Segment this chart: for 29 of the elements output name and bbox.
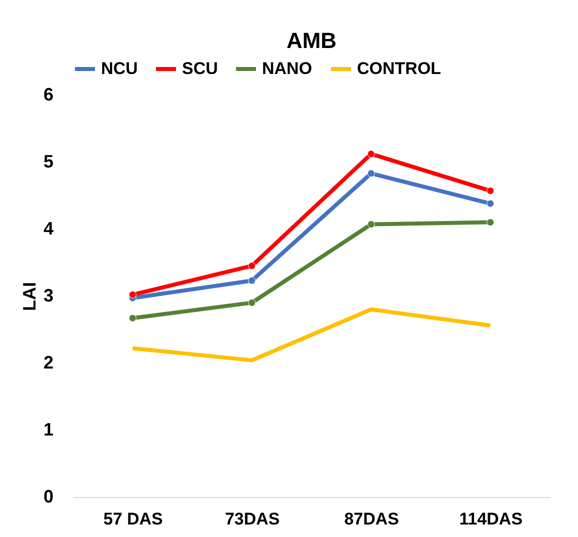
point [367,150,375,158]
legend-label: NANO [262,59,312,78]
y-tick-label: 6 [43,84,54,104]
y-tick-label: 4 [43,218,54,238]
x-tick-label: 87DAS [344,510,400,528]
x-tick-label: 57 DAS [103,510,163,528]
point [367,170,375,178]
y-tick-label: 5 [43,152,54,172]
y-axis-title: LAI [19,282,40,311]
legend-label: CONTROL [357,59,442,78]
line-series [130,307,492,362]
x-tick-label: 114DAS [459,510,523,528]
legend-label: SCU [182,59,218,78]
point [248,262,256,270]
legend-label: NCU [101,59,138,78]
point [128,314,136,322]
x-tick-label: 73DAS [224,510,280,528]
point [486,187,494,195]
chart-title: AMB [286,28,337,53]
point [367,220,375,228]
point [486,200,494,208]
y-tick-label: 0 [43,486,54,506]
y-tick-label: 1 [43,420,54,440]
point [128,290,136,298]
point [248,298,256,306]
point [248,276,256,284]
y-tick-label: 2 [43,352,54,372]
y-tick-label: 3 [43,286,54,306]
point [486,218,494,226]
